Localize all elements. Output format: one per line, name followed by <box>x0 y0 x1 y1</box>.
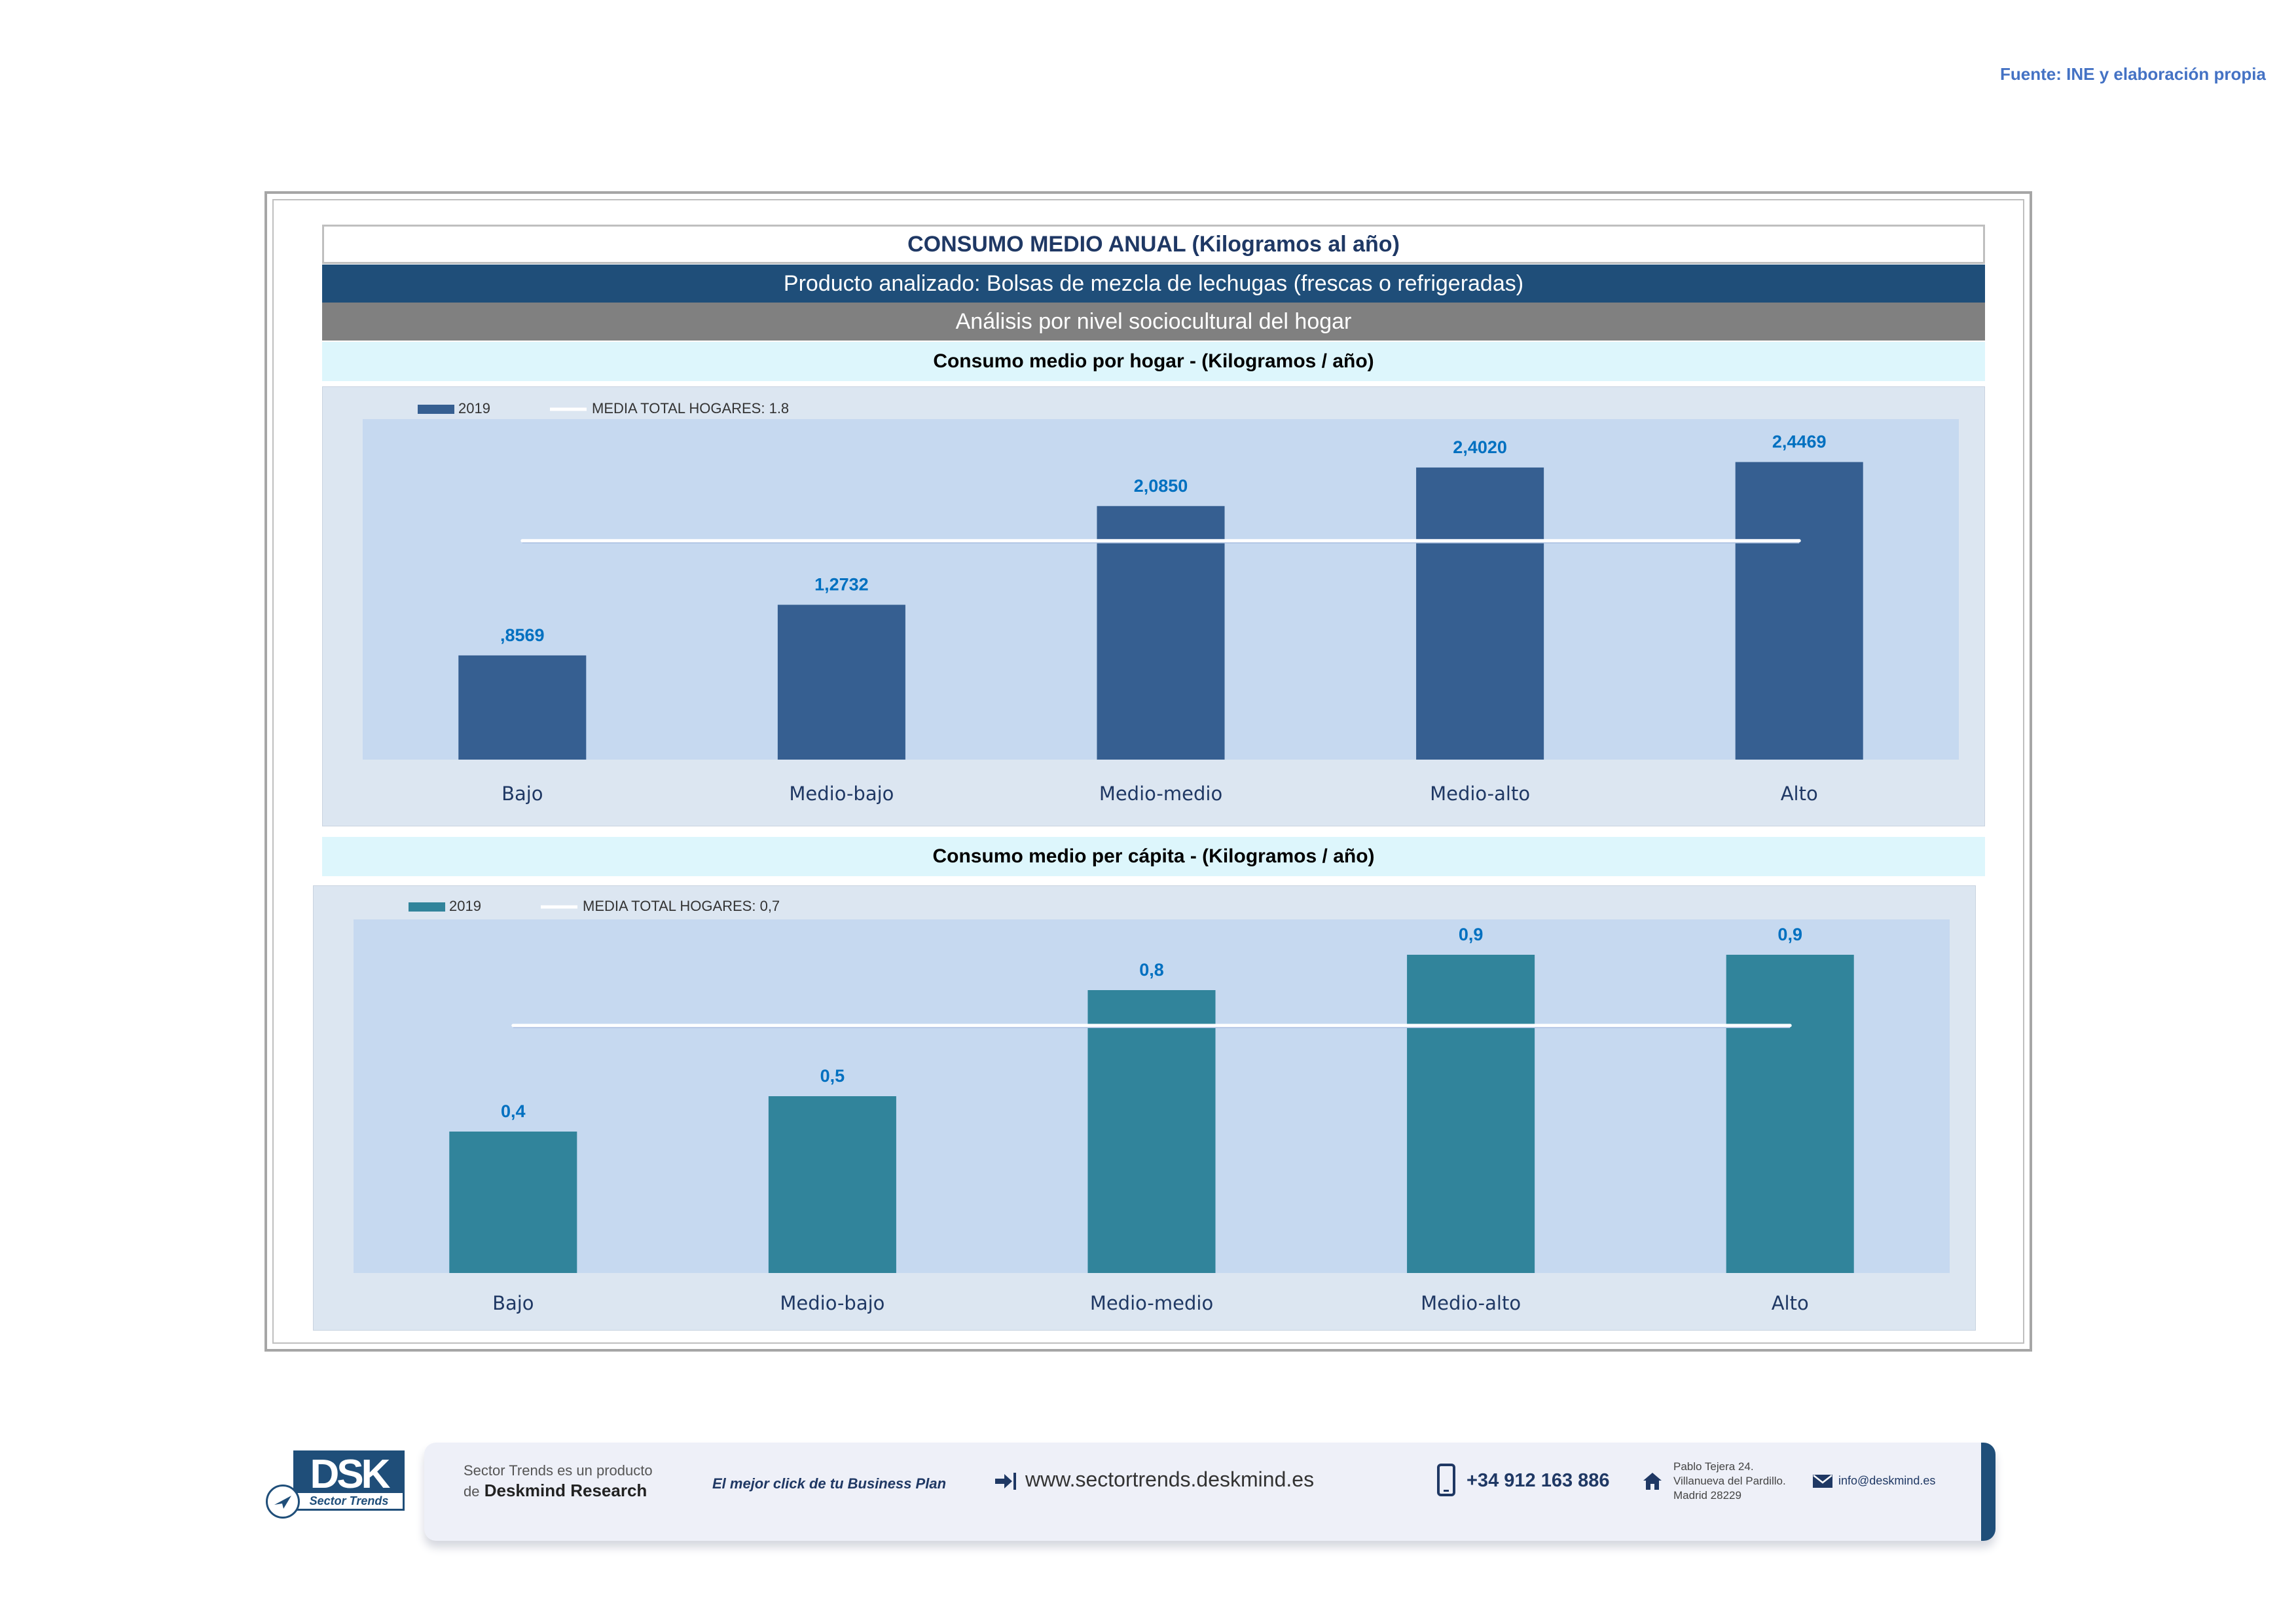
footer-banner: DSK Sector Trends Sector Trends es un pr… <box>264 1437 2032 1555</box>
product-banner: Producto analizado: Bolsas de mezcla de … <box>322 265 1985 303</box>
report-frame-inner <box>272 199 2024 1344</box>
category-label-hogar-4: Alto <box>1781 783 1818 805</box>
legend-swatch-hogar-2019 <box>418 405 454 414</box>
category-label-capita-3: Medio-alto <box>1421 1292 1521 1314</box>
chart-hogar: 2019 MEDIA TOTAL HOGARES: 1.8 ,8569 Bajo 1,2… <box>322 386 1985 826</box>
address-line-1: Pablo Tejera 24. <box>1673 1460 1754 1473</box>
bar-capita-1 <box>768 1096 896 1273</box>
legend-label-capita-media: MEDIA TOTAL HOGARES: 0,7 <box>583 898 780 914</box>
category-label-capita-4: Alto <box>1772 1292 1809 1314</box>
address-line-3: Madrid 28229 <box>1673 1489 1741 1502</box>
legend-label-hogar-2019: 2019 <box>458 400 490 416</box>
category-label-hogar-2: Medio-medio <box>1099 783 1222 805</box>
chart-capita: 2019 MEDIA TOTAL HOGARES: 0,7 0,4 Bajo 0,5 Me… <box>313 885 1976 1331</box>
source-note: Fuente: INE y elaboración propia <box>2000 64 2266 84</box>
phone-number[interactable]: +34 912 163 886 <box>1467 1470 1610 1491</box>
data-label-capita-4: 0,9 <box>1777 925 1802 944</box>
data-label-hogar-0: ,8569 <box>500 625 545 645</box>
category-label-capita-2: Medio-medio <box>1090 1292 1213 1314</box>
bar-hogar-2 <box>1097 506 1225 760</box>
category-label-hogar-3: Medio-alto <box>1430 783 1530 805</box>
website-link[interactable]: www.sectortrends.deskmind.es <box>1025 1467 1315 1491</box>
home-icon <box>1642 1471 1663 1494</box>
logo-subtitle: Sector Trends <box>295 1493 403 1509</box>
legend-swatch-capita-2019 <box>409 902 445 912</box>
chart-hogar-svg: 2019 MEDIA TOTAL HOGARES: 1.8 ,8569 Bajo 1,2… <box>322 386 1985 826</box>
data-label-capita-1: 0,5 <box>820 1066 845 1086</box>
slogan: El mejor click de tu Business Plan <box>712 1475 947 1492</box>
data-label-capita-2: 0,8 <box>1139 960 1164 980</box>
brand-name: Deskmind Research <box>484 1481 647 1500</box>
logo-text: DSK <box>310 1452 391 1497</box>
chart-capita-svg: 2019 MEDIA TOTAL HOGARES: 0,7 0,4 Bajo 0,5 Me… <box>313 885 1976 1331</box>
bar-capita-0 <box>449 1132 577 1273</box>
footer-accent-strip <box>1981 1443 1995 1541</box>
data-label-hogar-4: 2,4469 <box>1772 432 1827 452</box>
data-label-hogar-2: 2,0850 <box>1134 476 1188 496</box>
email-link[interactable]: info@deskmind.es <box>1838 1474 1936 1487</box>
product-line-2: de Deskmind Research <box>464 1481 647 1501</box>
chart-hogar-title: Consumo medio por hogar - (Kilogramos / … <box>322 342 1985 381</box>
chart-capita-title: Consumo medio per cápita - (Kilogramos /… <box>322 837 1985 876</box>
bar-hogar-3 <box>1416 467 1544 760</box>
address-line-2: Villanueva del Pardillo. <box>1673 1475 1786 1487</box>
category-label-hogar-1: Medio-bajo <box>789 783 894 805</box>
phone-icon <box>1436 1464 1456 1500</box>
category-label-capita-1: Medio-bajo <box>780 1292 884 1314</box>
bar-hogar-4 <box>1735 462 1863 760</box>
bar-capita-4 <box>1726 955 1854 1273</box>
report-title: CONSUMO MEDIO ANUAL (Kilogramos al año) <box>322 225 1985 264</box>
product-line-2-prefix: de <box>464 1483 480 1500</box>
mail-icon <box>1812 1474 1833 1492</box>
legend-label-capita-2019: 2019 <box>449 898 481 914</box>
data-label-hogar-1: 1,2732 <box>814 575 869 595</box>
data-label-capita-3: 0,9 <box>1459 925 1484 944</box>
legend-label-hogar-media: MEDIA TOTAL HOGARES: 1.8 <box>592 400 789 416</box>
category-label-capita-0: Bajo <box>492 1292 534 1314</box>
data-label-hogar-3: 2,4020 <box>1453 437 1507 457</box>
paper-plane-icon <box>266 1485 300 1519</box>
data-label-capita-0: 0,4 <box>501 1101 526 1121</box>
product-line-1: Sector Trends es un producto <box>464 1462 653 1479</box>
report-frame <box>264 191 2032 1352</box>
bar-hogar-0 <box>458 655 587 760</box>
bar-capita-2 <box>1087 990 1216 1273</box>
dsk-logo: DSK Sector Trends <box>293 1450 405 1511</box>
bar-capita-3 <box>1407 955 1535 1273</box>
bar-hogar-1 <box>777 604 905 760</box>
analysis-banner: Análisis por nivel sociocultural del hog… <box>322 303 1985 341</box>
login-arrow-icon <box>994 1470 1017 1496</box>
footer-card: Sector Trends es un producto de Deskmind… <box>424 1443 1995 1541</box>
address: Pablo Tejera 24. Villanueva del Pardillo… <box>1673 1460 1786 1503</box>
category-label-hogar-0: Bajo <box>501 783 543 805</box>
